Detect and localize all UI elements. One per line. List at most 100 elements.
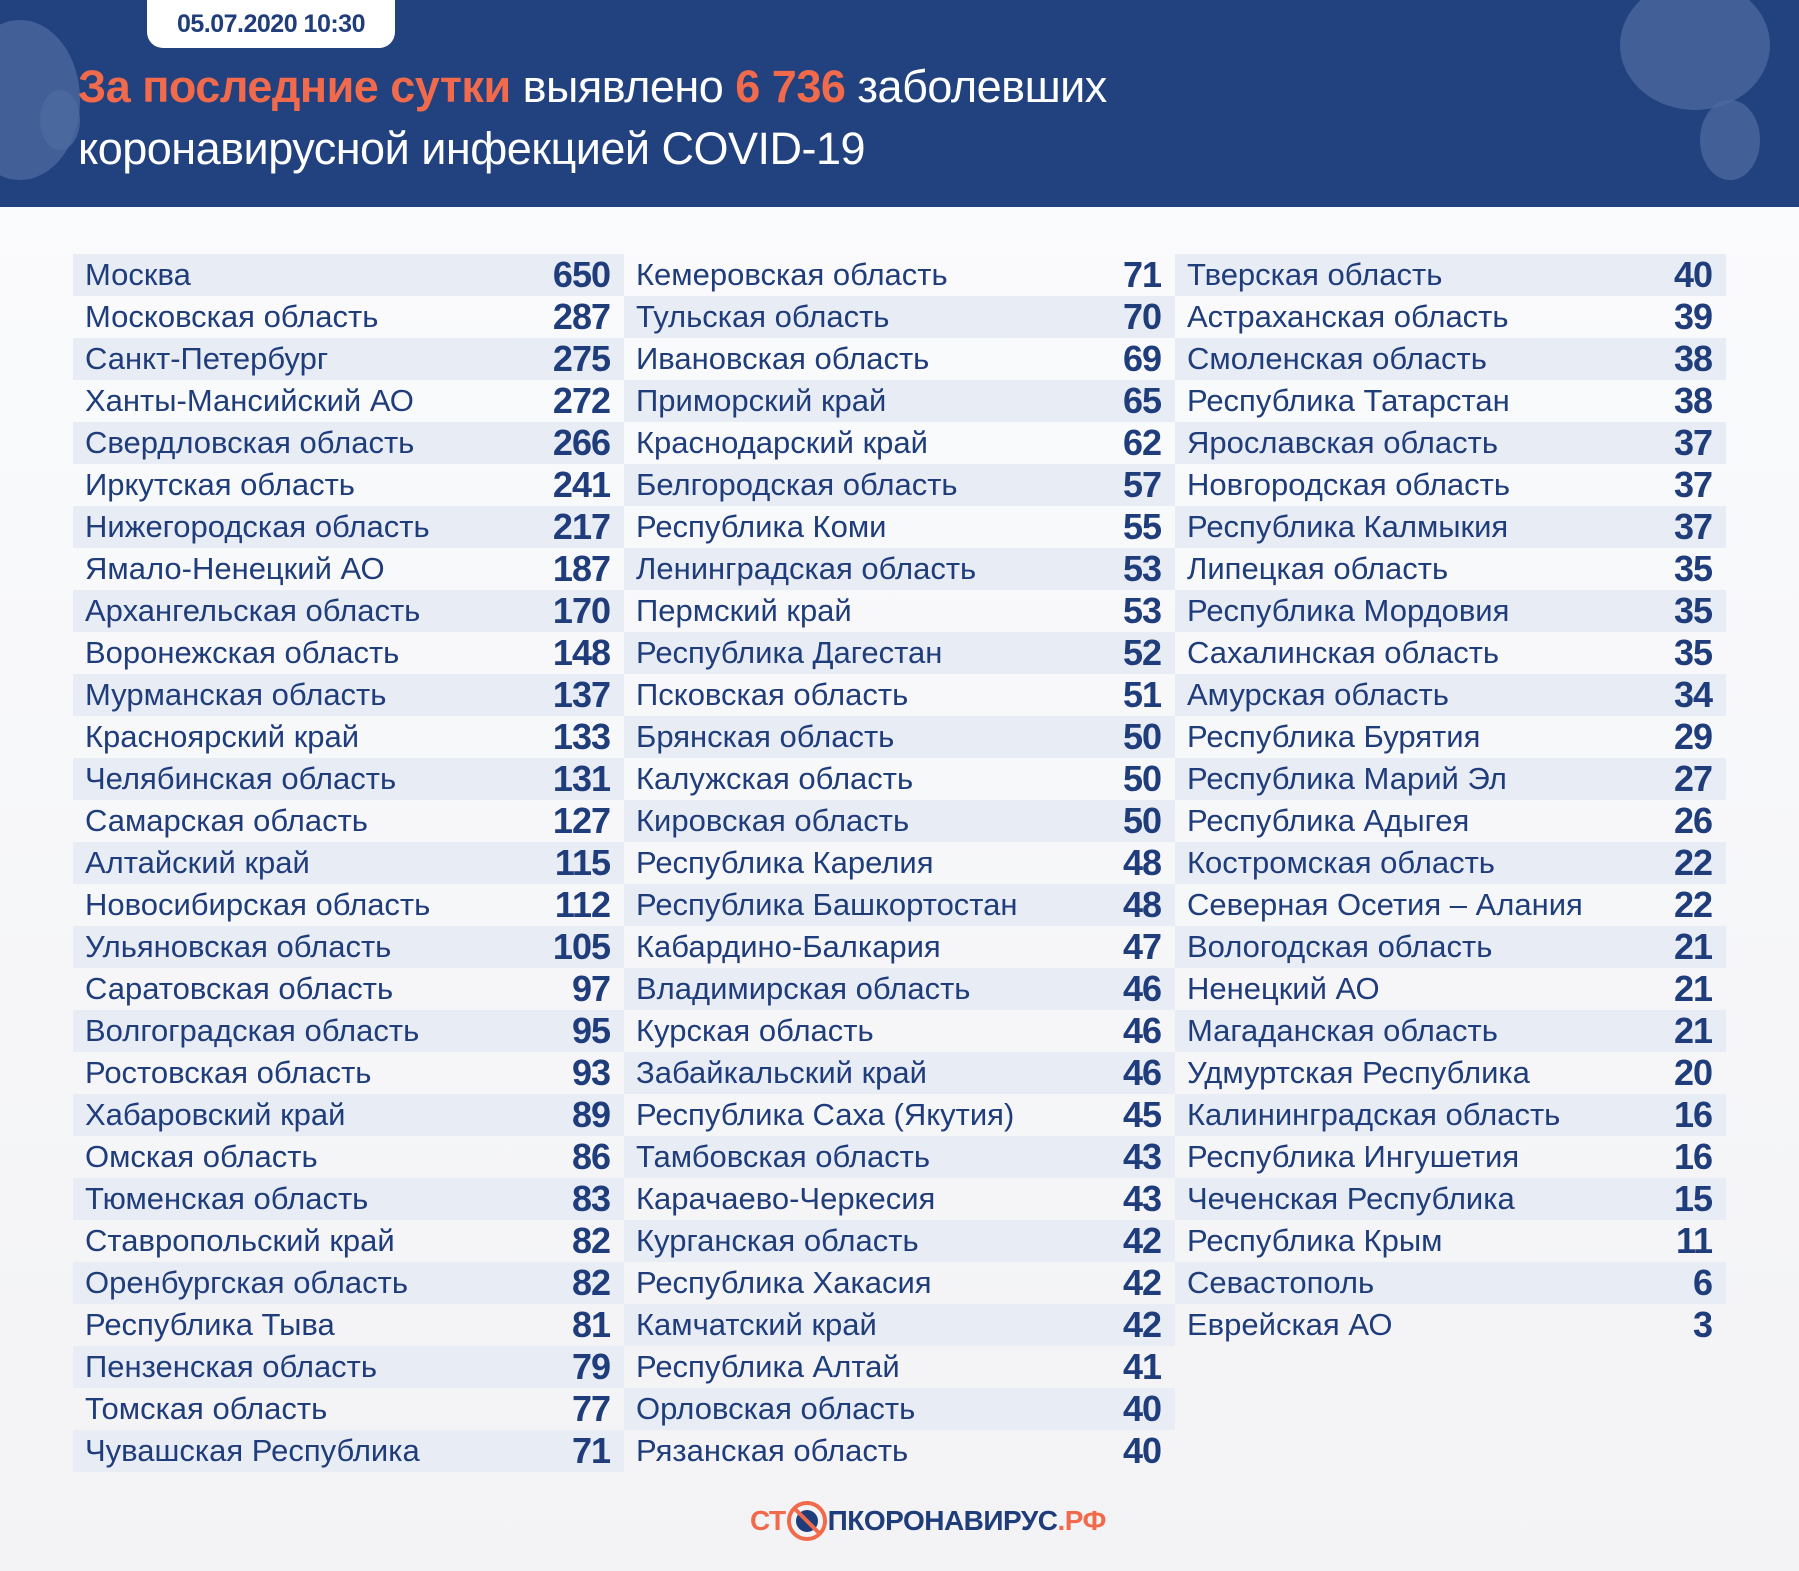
table-row: Пензенская область 79 [73,1346,624,1388]
case-count: 46 [1122,1010,1162,1051]
case-count: 275 [552,338,611,379]
region-name: Тульская область [636,299,890,334]
table-row: Брянская область 50 [624,716,1175,758]
region-name: Кабардино-Балкария [636,929,941,964]
case-count: 47 [1122,926,1162,967]
table-row: Республика Алтай 41 [624,1346,1175,1388]
region-name: Ленинградская область [636,551,977,586]
case-count: 97 [571,968,611,1009]
region-name: Красноярский край [85,719,360,754]
case-count: 40 [1122,1388,1162,1429]
table-row: Архангельская область 170 [73,590,624,632]
region-name: Республика Крым [1187,1223,1443,1258]
table-row: Кемеровская область 71 [624,254,1175,296]
logo-part: .РФ [1057,1505,1106,1536]
table-row: Тульская область 70 [624,296,1175,338]
case-count: 21 [1673,926,1713,967]
case-count: 83 [571,1178,611,1219]
region-name: Республика Саха (Якутия) [636,1097,1015,1132]
table-row: Кабардино-Балкария 47 [624,926,1175,968]
case-count: 93 [571,1052,611,1093]
region-name: Астраханская область [1187,299,1509,334]
case-count: 16 [1673,1094,1713,1135]
table-row: Севастополь 6 [1175,1262,1726,1304]
table-row: Костромская область 22 [1175,842,1726,884]
table-row: Ненецкий АО 21 [1175,968,1726,1010]
case-count: 43 [1122,1136,1162,1177]
table-row: Нижегородская область 217 [73,506,624,548]
case-count: 16 [1673,1136,1713,1177]
case-count: 55 [1122,506,1162,547]
virus-stop-icon [786,1501,827,1541]
region-name: Республика Калмыкия [1187,509,1509,544]
region-name: Курганская область [636,1223,919,1258]
case-count: 131 [552,758,611,799]
case-count: 21 [1673,968,1713,1009]
table-row: Республика Карелия 48 [624,842,1175,884]
table-row: Тюменская область 83 [73,1178,624,1220]
region-name: Краснодарский край [636,425,928,460]
table-row: Северная Осетия – Алания 22 [1175,884,1726,926]
case-count: 11 [1675,1220,1713,1261]
region-name: Оренбургская область [85,1265,408,1300]
case-count: 170 [552,590,611,631]
case-count: 20 [1673,1052,1713,1093]
case-count: 45 [1122,1094,1162,1135]
table-row: Республика Дагестан 52 [624,632,1175,674]
table-row: Республика Саха (Якутия) 45 [624,1094,1175,1136]
region-name: Магаданская область [1187,1013,1498,1048]
table-row: Санкт-Петербург 275 [73,338,624,380]
region-name: Воронежская область [85,635,400,670]
region-name: Брянская область [636,719,895,754]
table-row: Курская область 46 [624,1010,1175,1052]
region-name: Чувашская Республика [85,1433,420,1468]
case-count: 89 [571,1094,611,1135]
case-count: 287 [552,296,611,337]
case-count: 38 [1673,380,1713,421]
table-row: Астраханская область 39 [1175,296,1726,338]
case-count: 42 [1122,1304,1162,1345]
region-name: Новосибирская область [85,887,431,922]
table-row: Амурская область 34 [1175,674,1726,716]
virus-decoration-icon [1620,0,1770,110]
case-count: 82 [571,1220,611,1261]
region-name: Республика Карелия [636,845,934,880]
table-row: Республика Коми 55 [624,506,1175,548]
case-count: 22 [1673,842,1713,883]
case-count: 39 [1673,296,1713,337]
table-row: Республика Крым 11 [1175,1220,1726,1262]
table-row: Ямало-Ненецкий АО 187 [73,548,624,590]
case-count: 27 [1673,758,1713,799]
table-row: Ленинградская область 53 [624,548,1175,590]
region-name: Вологодская область [1187,929,1493,964]
case-count: 34 [1673,674,1713,715]
table-row: Хабаровский край 89 [73,1094,624,1136]
case-count: 38 [1673,338,1713,379]
case-count: 148 [552,632,611,673]
table-row: Чувашская Республика 71 [73,1430,624,1472]
case-count: 95 [571,1010,611,1051]
region-name: Амурская область [1187,677,1449,712]
table-row: Республика Марий Эл 27 [1175,758,1726,800]
table-row: Московская область 287 [73,296,624,338]
case-count: 42 [1122,1262,1162,1303]
case-count: 112 [554,884,611,925]
region-name: Псковская область [636,677,909,712]
case-count: 70 [1122,296,1162,337]
table-row: Республика Хакасия 42 [624,1262,1175,1304]
case-count: 35 [1673,548,1713,589]
region-name: Ивановская область [636,341,930,376]
case-count: 133 [552,716,611,757]
region-name: Санкт-Петербург [85,341,329,376]
table-row: Тверская область 40 [1175,254,1726,296]
table-row: Мурманская область 137 [73,674,624,716]
region-name: Республика Ингушетия [1187,1139,1520,1174]
region-name: Владимирская область [636,971,971,1006]
case-count: 40 [1122,1430,1162,1471]
region-name: Еврейская АО [1187,1307,1393,1342]
table-row: Псковская область 51 [624,674,1175,716]
case-count: 15 [1673,1178,1713,1219]
case-count: 3 [1692,1304,1713,1345]
table-row: Республика Тыва 81 [73,1304,624,1346]
title-count: 6 736 [735,61,846,112]
